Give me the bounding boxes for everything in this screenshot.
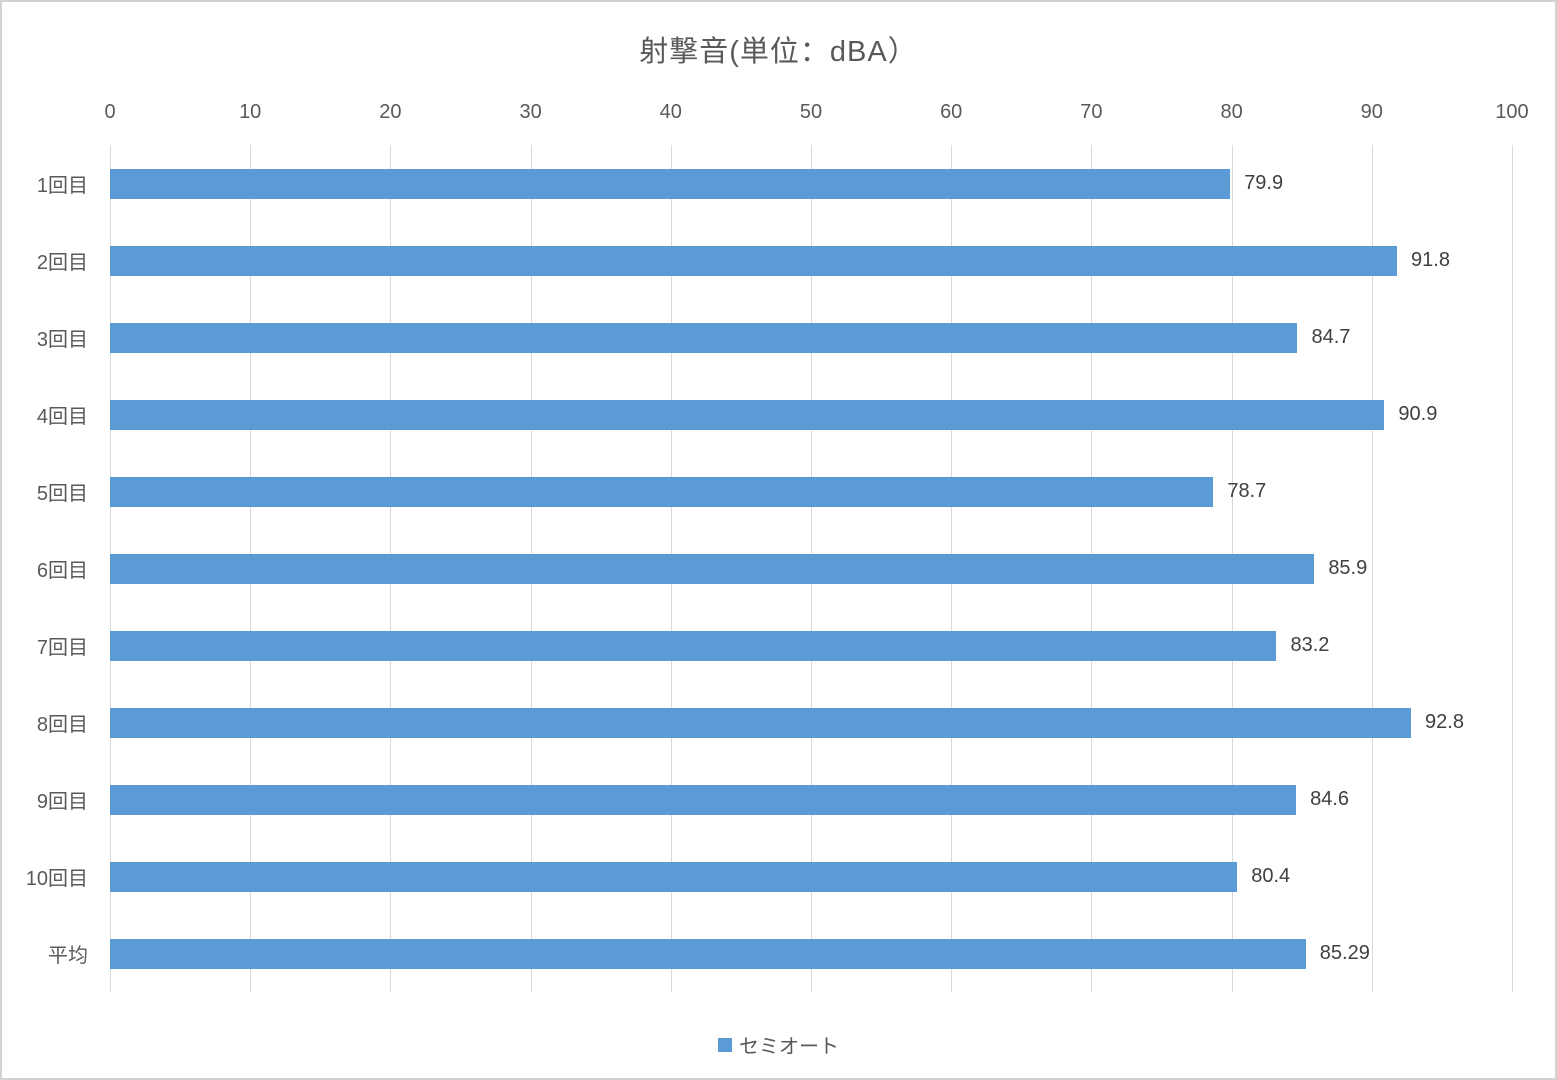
bar: [110, 938, 1306, 969]
data-label: 78.7: [1227, 480, 1267, 502]
bar: [110, 399, 1385, 430]
x-tick-label: 60: [940, 101, 963, 123]
bar: [110, 476, 1214, 507]
x-axis: 0 10 20 30 40 50 60 70 80 90 100: [104, 101, 1528, 131]
bar: [110, 784, 1297, 815]
y-axis-category-labels: 1回目 2回目 3回目 4回目 5回目 6回目 7回目 8回目 9回目 10回目平均: [2, 145, 88, 992]
data-label: 84.6: [1310, 788, 1350, 810]
bar: [110, 168, 1231, 199]
x-tick-label: 30: [519, 101, 542, 123]
data-label: 92.8: [1425, 711, 1464, 733]
bar-row: 79.9: [110, 145, 1512, 222]
x-tick-label: 70: [1080, 101, 1103, 123]
bar-row: 91.8: [110, 222, 1512, 299]
legend: セミオート: [2, 1030, 1555, 1059]
bar-row: 85.29: [110, 915, 1512, 992]
category-label: 9回目: [36, 791, 88, 813]
category-label: 3回目: [36, 329, 88, 351]
category-label: 5回目: [36, 483, 88, 505]
plot-area: 79.9 91.8 84.7 90.9 78.7 85.9 83.2 92.8 84.6 80.4…: [110, 145, 1513, 992]
bar: [110, 245, 1398, 276]
x-tick-label: 10: [239, 101, 262, 123]
bar-row: 84.7: [110, 299, 1512, 376]
data-label: 90.9: [1398, 403, 1438, 425]
data-label: 80.4: [1251, 865, 1291, 887]
category-label: 平均: [48, 945, 88, 967]
bar-row: 84.6: [110, 761, 1512, 838]
bar-rows: 79.9 91.8 84.7 90.9 78.7 85.9 83.2 92.8 84.6 80.4…: [110, 145, 1512, 992]
x-tick-label: 50: [799, 101, 823, 123]
bar: [110, 630, 1277, 661]
data-label: 85.9: [1328, 557, 1368, 579]
data-label: 84.7: [1311, 326, 1351, 348]
data-label: 85.29: [1319, 942, 1370, 964]
x-tick-label: 100: [1495, 101, 1529, 123]
gridline: [1371, 145, 1373, 992]
bar: [110, 707, 1412, 738]
legend-label: セミオート: [739, 1036, 839, 1058]
category-label: 4回目: [36, 406, 88, 428]
bar: [110, 322, 1298, 353]
bar: [110, 553, 1315, 584]
data-label: 91.8: [1411, 249, 1450, 271]
bar-row: 90.9: [110, 376, 1512, 453]
gridline: [1512, 145, 1513, 992]
bar: [110, 861, 1238, 892]
data-label: 83.2: [1290, 634, 1330, 656]
x-tick-label: 80: [1220, 101, 1243, 123]
category-label: 1回目: [36, 175, 88, 197]
category-label: 8回目: [36, 714, 88, 736]
bar-row: 78.7: [110, 453, 1512, 530]
x-tick-label: 0: [104, 101, 116, 123]
bar-row: 85.9: [110, 530, 1512, 607]
chart-title: 射撃音(単位：dBA）: [639, 36, 918, 68]
x-tick-label: 20: [379, 101, 402, 123]
category-label: 7回目: [36, 637, 88, 659]
category-label: 10回目: [25, 868, 88, 890]
bar-row: 92.8: [110, 684, 1512, 761]
bar-row: 83.2: [110, 607, 1512, 684]
bar-row: 80.4: [110, 838, 1512, 915]
data-label: 79.9: [1244, 172, 1284, 194]
category-label: 2回目: [36, 252, 88, 274]
category-label: 6回目: [36, 560, 88, 582]
x-tick-label: 40: [659, 101, 682, 123]
legend-marker-square: [718, 1037, 732, 1052]
x-tick-label: 90: [1360, 101, 1383, 123]
